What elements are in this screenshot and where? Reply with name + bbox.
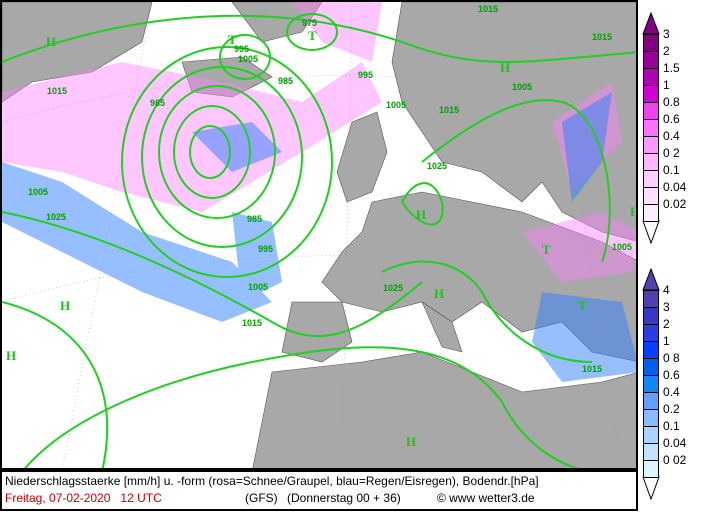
pressure-high: H (630, 204, 636, 220)
isobar-label: 995 (258, 244, 274, 254)
graticule (2, 2, 636, 468)
rain-legend-swatch (643, 358, 659, 376)
snow-legend-label: 0.1 (663, 163, 680, 177)
snow-legend-swatch (643, 85, 659, 103)
isobar-label: 1005 (238, 54, 259, 64)
isobar-label: 985 (150, 98, 166, 108)
isobar-label: 1015 (592, 32, 613, 42)
isobar-label: 995 (234, 44, 250, 54)
pressure-high: H (416, 207, 427, 222)
pressure-high: H (500, 60, 511, 75)
snow-legend-label: 0 2 (663, 146, 680, 160)
snow-legend-label: 0.6 (663, 112, 680, 126)
snow-legend-label: 0.04 (663, 180, 687, 194)
rain-legend-swatch (643, 426, 659, 444)
rain-legend-swatch (643, 324, 659, 342)
rain-legend-label: 0.4 (663, 385, 680, 399)
snow-legend-label: 0.4 (663, 129, 680, 143)
footer-caption: Niederschlagsstaerke [mm/h] u. -form (ro… (0, 470, 638, 511)
rain-legend-label: 3 (663, 300, 670, 314)
rain-legend-label: 0.1 (663, 419, 680, 433)
snow-legend-label: 3 (663, 27, 670, 41)
rain-legend-label: 0 02 (663, 453, 687, 467)
isobar-label: 1015 (478, 4, 499, 14)
rain-legend-swatch (643, 290, 659, 308)
rain-legend-swatch (643, 409, 659, 427)
isobar-label: 1025 (383, 283, 404, 293)
snow-legend-swatch (643, 187, 659, 205)
snow-legend-label: 0.02 (663, 197, 687, 211)
isobar-label: 1005 (386, 100, 407, 110)
rain-legend-label: 0.6 (663, 368, 680, 382)
pressure-high: H (60, 298, 71, 313)
snow-legend-swatch (643, 119, 659, 137)
isobar-label: 1005 (28, 187, 49, 197)
isobar-label: 1025 (46, 212, 67, 222)
pressure-high: H (6, 348, 17, 363)
snow-legend-swatch (643, 204, 659, 222)
isobar-label: 1025 (427, 161, 448, 171)
snow-legend-swatch (643, 136, 659, 154)
isobar-label: 1015 (47, 86, 68, 96)
model-name: (GFS) (245, 491, 278, 505)
pressure-low: T (308, 28, 317, 43)
precipitation-pressure-map: 1015 985 995 1005 975 985 1015 1005 1025… (0, 0, 638, 470)
snow-legend-label: 1.5 (663, 61, 680, 75)
isobar-label: 975 (302, 18, 318, 28)
pressure-low: T (542, 242, 551, 257)
isobars (2, 13, 636, 468)
rain-legend-swatch (643, 443, 659, 461)
snow-legend-swatch (643, 51, 659, 69)
rain-legend-swatch (643, 341, 659, 359)
rain-legend-swatch (643, 375, 659, 393)
snow-legend-label: 0.8 (663, 95, 680, 109)
map-graphic (2, 2, 636, 468)
snow-legend-label: 1 (663, 78, 670, 92)
snow-legend-swatch (643, 34, 659, 52)
rain-legend-label: 0.2 (663, 402, 680, 416)
snow-legend-swatch (643, 102, 659, 120)
rain-areas (2, 92, 636, 382)
rain-legend-swatch (643, 392, 659, 410)
pressure-high: H (46, 34, 57, 49)
copyright: © www wetter3.de (437, 491, 535, 505)
pressure-low: T (228, 32, 237, 47)
valid-date: Freitag, 07-02-2020 12 UTC (5, 491, 162, 505)
rain-legend-label: 0 8 (663, 351, 680, 365)
snow-legend-label: 2 (663, 44, 670, 58)
rain-legend-label: 2 (663, 317, 670, 331)
isobar-label: 1015 (439, 105, 460, 115)
pressure-low: T (578, 298, 587, 313)
isobar-label: 985 (278, 76, 294, 86)
isobar-label: 1015 (242, 318, 263, 328)
description: Niederschlagsstaerke [mm/h] u. -form (ro… (5, 474, 539, 488)
isobar-label: 995 (358, 70, 374, 80)
pressure-high: H (434, 286, 445, 301)
pressure-high: H (406, 434, 417, 449)
rain-legend-swatch (643, 460, 659, 478)
snow-legend-swatch (643, 153, 659, 171)
isobar-label: 985 (247, 214, 263, 224)
rain-legend-label: 4 (663, 283, 670, 297)
snow-legend-swatch (643, 68, 659, 86)
isobar-label: 1005 (512, 82, 533, 92)
snow-legend-swatch (643, 170, 659, 188)
rain-legend-label: 1 (663, 334, 670, 348)
isobar-label: 1005 (612, 242, 633, 252)
isobar-label: 1015 (582, 364, 603, 374)
rain-legend-swatch (643, 307, 659, 325)
run-info: (Donnerstag 00 + 36) (287, 491, 401, 505)
isobar-label: 1005 (248, 282, 269, 292)
rain-legend-label: 0.04 (663, 436, 687, 450)
